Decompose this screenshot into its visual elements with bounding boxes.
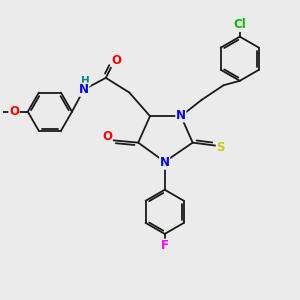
Text: N: N [79, 83, 89, 96]
Text: F: F [161, 239, 169, 252]
Text: O: O [111, 54, 121, 67]
Text: O: O [9, 105, 19, 118]
Text: O: O [102, 130, 112, 143]
Text: S: S [216, 141, 225, 154]
Text: Cl: Cl [233, 18, 246, 32]
Text: N: N [176, 109, 186, 122]
Text: H: H [81, 76, 90, 86]
Text: N: N [160, 156, 170, 169]
